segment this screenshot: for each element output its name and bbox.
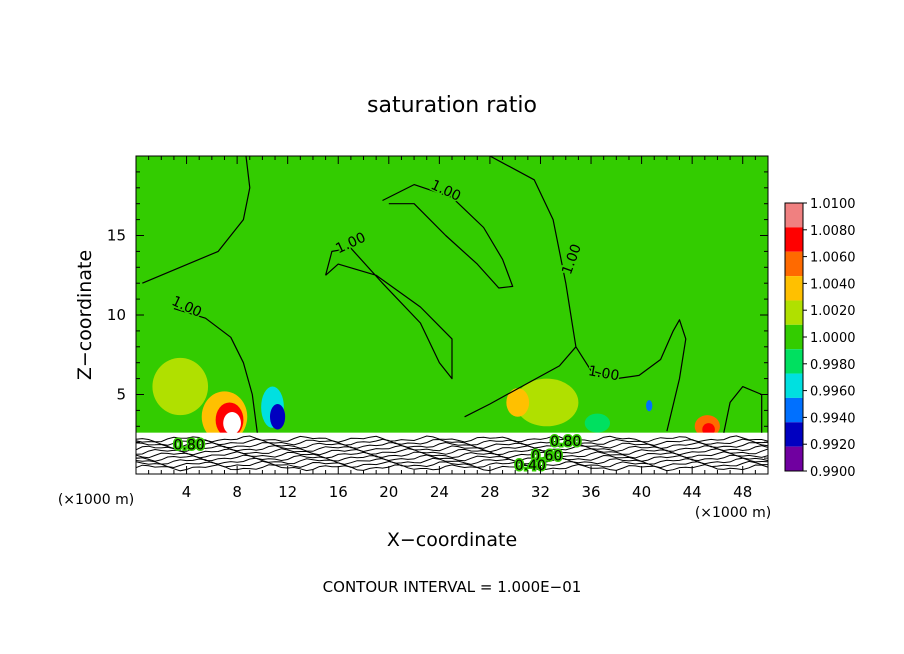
- anomaly-blob-10: [584, 413, 610, 433]
- colorbar-label: 0.9980: [810, 358, 856, 373]
- contour-line-0: [142, 156, 251, 284]
- contour-line-3: [325, 247, 453, 380]
- colorbar-swatch-7: [785, 373, 803, 398]
- anomaly-blob-9: [515, 378, 579, 427]
- colorbar-label: 1.0080: [810, 224, 856, 239]
- colorbar-label: 1.0020: [810, 304, 856, 319]
- colorbar-swatch-0: [785, 203, 803, 228]
- contour-label-5: 0.80: [174, 437, 205, 453]
- anomaly-blob-7: [646, 400, 653, 412]
- y-axis-label: Z−coordinate: [74, 250, 96, 380]
- x-tick-label: 4: [182, 483, 192, 501]
- contour-interval-note: CONTOUR INTERVAL = 1.000E−01: [323, 578, 582, 596]
- contour-label-7: 0.60: [531, 449, 562, 465]
- ground-contour-0: [136, 463, 768, 472]
- contour-label-8: 0.40: [515, 458, 546, 474]
- x-tick-label: 16: [329, 483, 348, 501]
- ground-contour-8: [136, 438, 768, 446]
- colorbar: 1.0100 1.0080 1.0060 1.0040 1.0020 1.0000 0.99…: [784, 197, 856, 480]
- y-tick-label: 10: [107, 306, 126, 324]
- colorbar-label: 0.9920: [810, 438, 856, 453]
- ground-contour-3: [136, 454, 768, 462]
- colorbar-swatch-9: [785, 422, 803, 447]
- contour-line-2: [382, 184, 514, 289]
- anomaly-blob-11: [506, 388, 530, 417]
- colorbar-label: 1.0040: [810, 277, 856, 292]
- y-axis-ticks: 5 10 15: [107, 171, 768, 459]
- y-tick-label: 5: [116, 386, 126, 404]
- x-tick-label: 44: [683, 483, 702, 501]
- x-axis-ticks: 4 8 12 16 20 24 28 32 36 40 44 48: [148, 156, 756, 501]
- colorbar-swatch-10: [785, 446, 803, 471]
- colorbar-label: 1.0000: [810, 331, 856, 346]
- x-scale-label-right: (×1000 m): [695, 505, 771, 521]
- ground-contour-2: [136, 457, 768, 465]
- colorbar-swatch-3: [785, 276, 803, 301]
- contour-line-5: [575, 319, 687, 432]
- colorbar-swatch-2: [785, 251, 803, 277]
- plot-area: 1.001.001.001.001.000.80 0.800.600.40: [136, 156, 768, 474]
- x-tick-label: 28: [480, 483, 499, 501]
- contour-line-4: [464, 156, 577, 418]
- colorbar-swatch-8: [785, 397, 803, 423]
- x-scale-label-left: (×1000 m): [58, 492, 134, 508]
- ground-contour-7: [136, 441, 768, 450]
- x-tick-label: 36: [581, 483, 600, 501]
- chart-title: saturation ratio: [367, 93, 537, 118]
- contour-label-6: 0.80: [550, 434, 581, 450]
- contours-1-00: [142, 156, 763, 433]
- colorbar-swatch-5: [785, 324, 803, 350]
- x-tick-label: 32: [531, 483, 550, 501]
- colorbar-swatch-4: [785, 300, 803, 325]
- saturation-anomalies: [152, 357, 720, 443]
- contour-line-6: [723, 386, 763, 433]
- colorbar-swatch-1: [785, 227, 803, 252]
- low-level-contours: [136, 432, 768, 474]
- x-tick-label: 48: [733, 483, 752, 501]
- contour-line-1: [173, 308, 258, 433]
- colorbar-label: 1.0100: [810, 197, 856, 212]
- anomaly-blob-4: [269, 404, 286, 430]
- ground-contour-5: [136, 448, 768, 456]
- y-tick-label: 15: [107, 227, 126, 245]
- ground-contour-1: [136, 460, 768, 469]
- x-tick-label: 40: [632, 483, 651, 501]
- x-axis-label: X−coordinate: [387, 529, 517, 551]
- anomaly-blob-8: [152, 357, 209, 416]
- x-tick-label: 24: [430, 483, 449, 501]
- colorbar-label: 1.0060: [810, 251, 856, 266]
- colorbar-label: 0.9960: [810, 385, 856, 400]
- x-tick-label: 12: [278, 483, 297, 501]
- colorbar-label: 0.9900: [810, 465, 856, 480]
- anomaly-blob-2: [223, 411, 241, 435]
- x-tick-label: 20: [379, 483, 398, 501]
- colorbar-swatch-6: [785, 349, 803, 374]
- x-tick-label: 8: [232, 483, 242, 501]
- colorbar-label: 0.9940: [810, 411, 856, 426]
- ground-contour-6: [136, 444, 768, 453]
- ground-contour-9: [136, 435, 768, 443]
